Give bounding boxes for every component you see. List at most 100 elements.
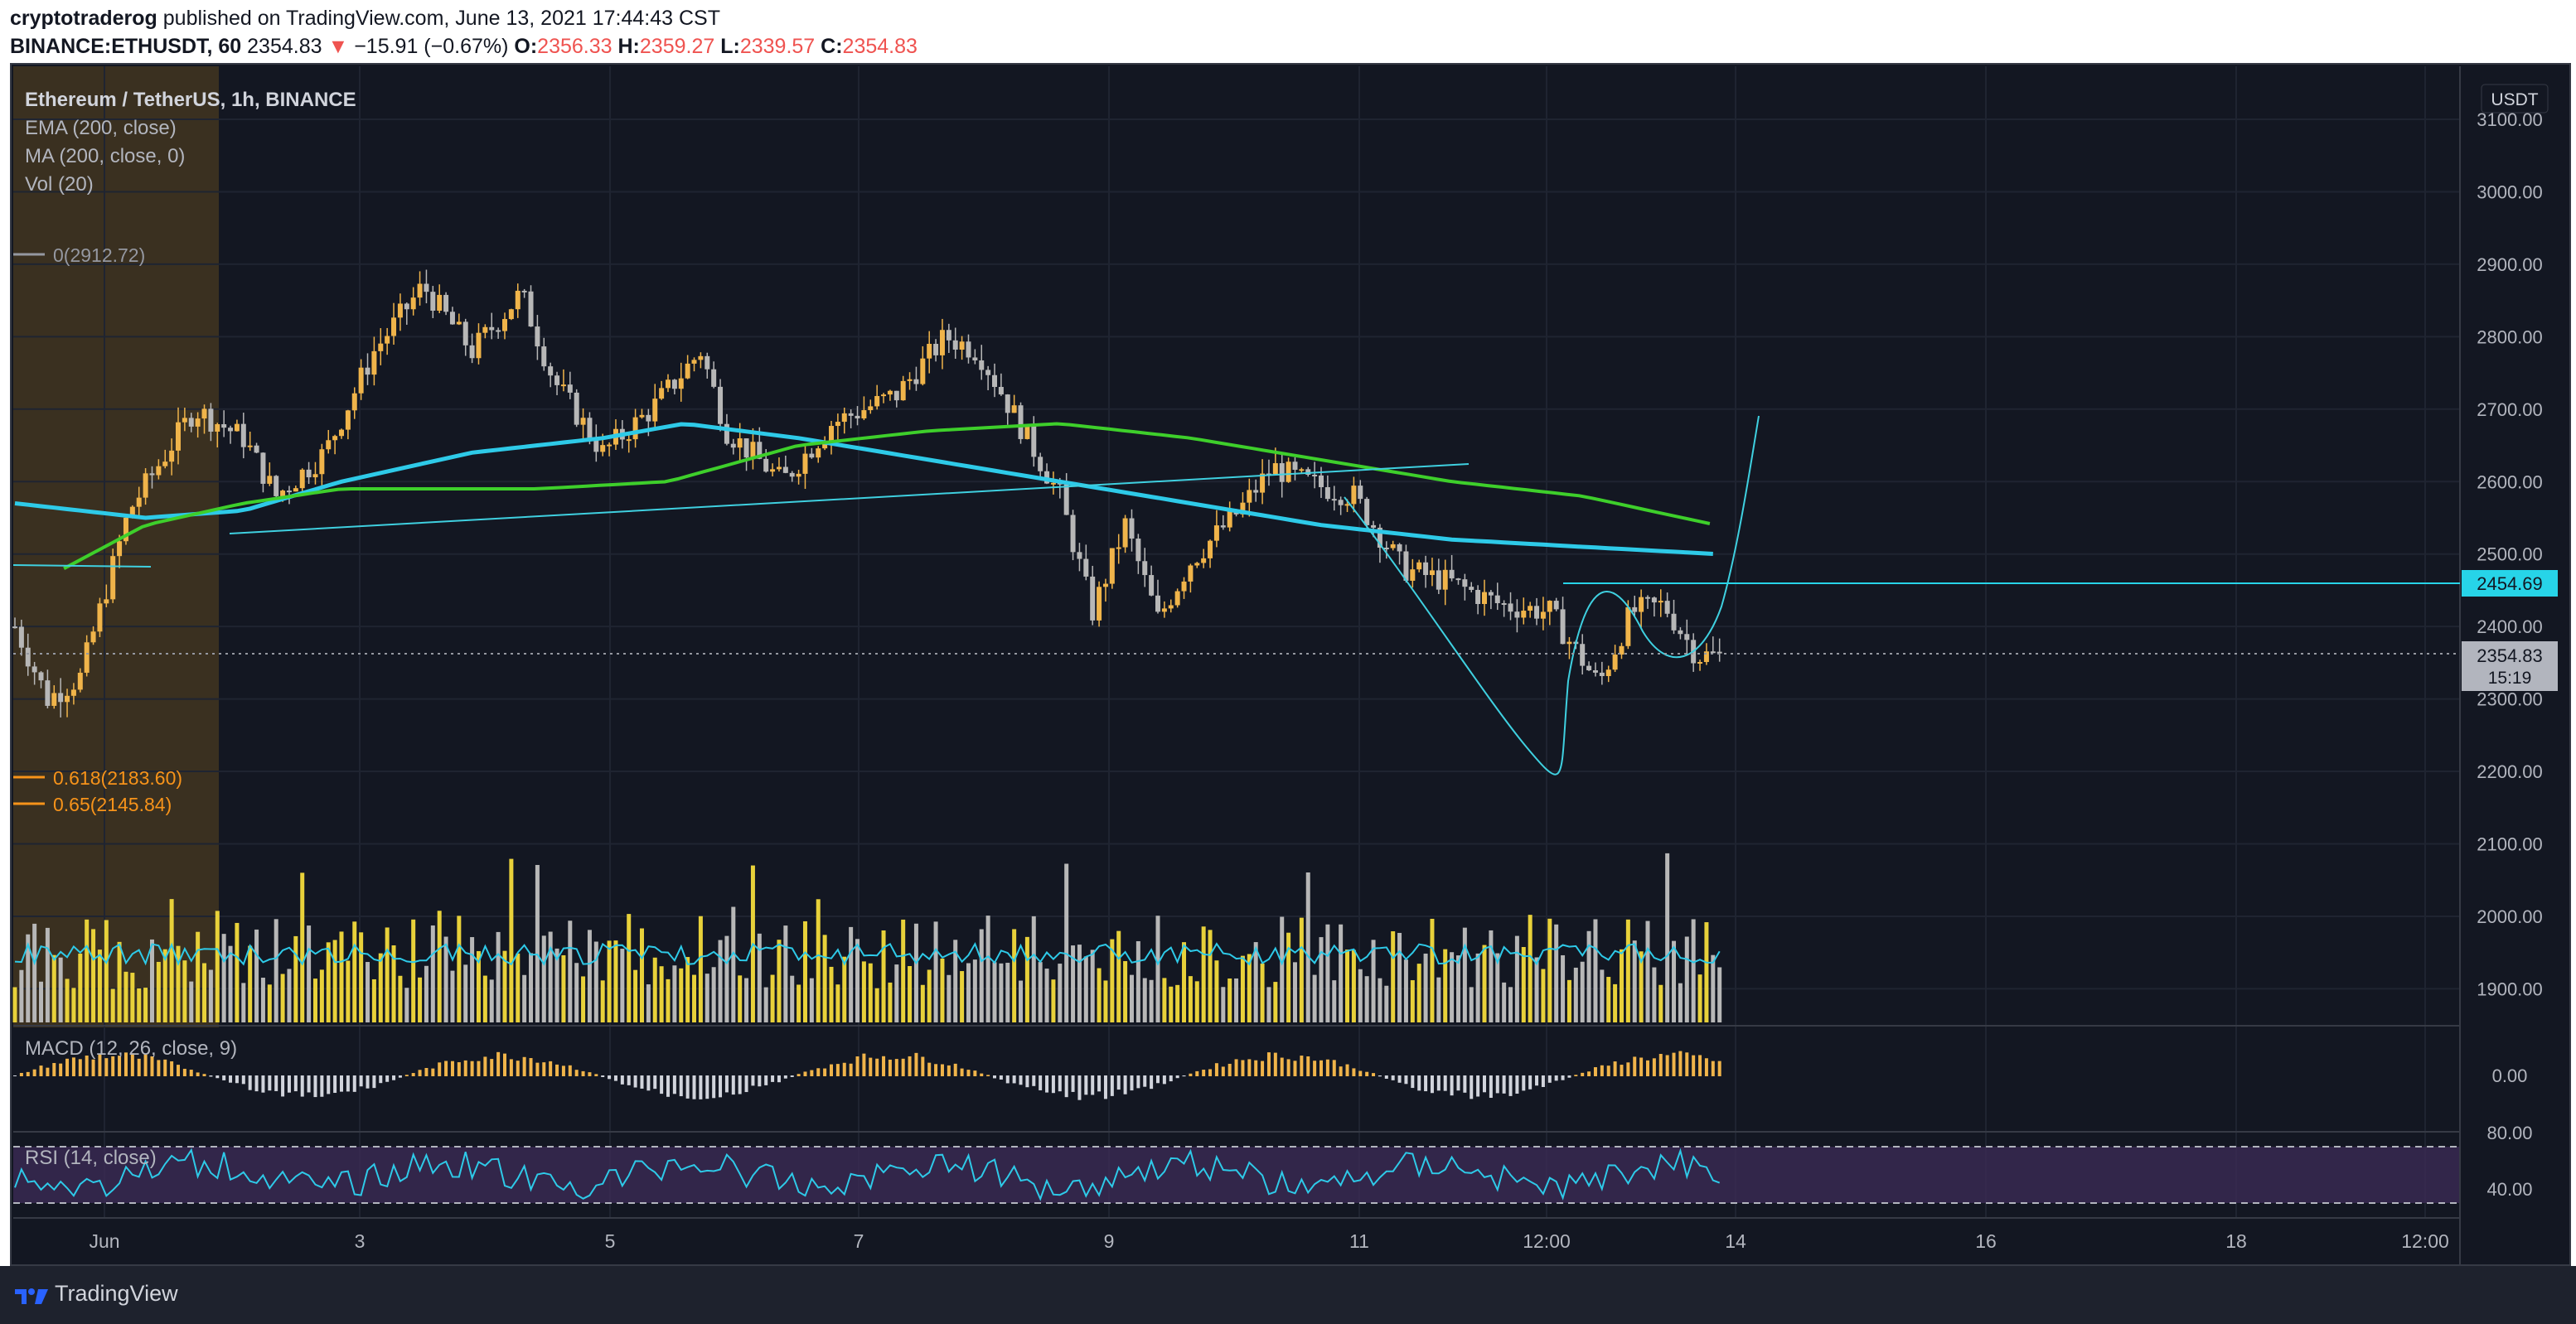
candle-body: [1018, 405, 1024, 439]
candle-body: [1469, 587, 1474, 590]
legend-ma[interactable]: MA (200, close, 0): [25, 145, 186, 167]
volume-bar: [307, 925, 312, 1022]
volume-bar: [411, 919, 416, 1022]
volume-bar: [646, 984, 651, 1022]
tradingview-logo-icon[interactable]: [13, 1283, 50, 1306]
candle-body: [1664, 601, 1670, 614]
volume-bar: [1619, 949, 1624, 1022]
macd-bar: [1515, 1075, 1519, 1094]
candle-body: [97, 603, 103, 632]
volume-bar: [1541, 969, 1546, 1022]
candle-body: [939, 330, 945, 355]
chart-area[interactable]: 0(2912.72) 0.618(2183.60) 0.65(2145.84) …: [10, 63, 2571, 1266]
legend-vol[interactable]: Vol (20): [25, 173, 94, 196]
candle-body: [796, 473, 801, 477]
macd-bar: [816, 1068, 821, 1076]
volume-bar: [202, 963, 207, 1022]
macd-bar: [810, 1070, 814, 1076]
macd-bar: [1077, 1075, 1082, 1100]
volume-bar: [1672, 940, 1677, 1022]
volume-bar: [1123, 961, 1128, 1022]
volume-bar: [672, 965, 677, 1022]
candle-body: [1449, 569, 1455, 579]
volume-bar: [822, 935, 827, 1022]
volume-bar: [757, 933, 762, 1022]
volume-bar: [1169, 986, 1174, 1022]
volume-bar: [1325, 924, 1330, 1022]
volume-bar: [1240, 955, 1245, 1022]
volume-bar: [476, 950, 481, 1022]
volume-bar: [1182, 942, 1187, 1022]
volume-bar: [535, 864, 540, 1022]
volume-bar: [718, 940, 723, 1022]
volume-bar: [1580, 961, 1585, 1022]
candle-body: [1397, 544, 1402, 552]
chart-canvas[interactable]: 0(2912.72) 0.618(2183.60) 0.65(2145.84) …: [12, 65, 2569, 1264]
brand-name[interactable]: TradingView: [55, 1281, 178, 1306]
macd-bar: [835, 1064, 840, 1076]
volume-bar: [182, 960, 187, 1022]
macd-bar: [542, 1062, 546, 1076]
candle-body: [1410, 569, 1416, 581]
volume-bar: [992, 962, 997, 1022]
author-name[interactable]: cryptotraderog: [10, 7, 157, 30]
macd-bar: [123, 1052, 128, 1076]
macd-bar: [327, 1075, 331, 1094]
legend-rsi[interactable]: RSI (14, close): [25, 1147, 157, 1169]
candle-body: [299, 469, 305, 489]
macd-bar: [830, 1064, 833, 1076]
rsi-line: [14, 1148, 1721, 1201]
candle-body: [1312, 474, 1318, 476]
macd-bar: [601, 1075, 605, 1077]
volume-bar: [130, 973, 135, 1022]
candle-body: [267, 476, 273, 484]
macd-bar: [1620, 1065, 1624, 1076]
candle-body: [156, 466, 162, 476]
candle-body: [1063, 484, 1069, 515]
macd-bar: [78, 1059, 82, 1076]
legend-macd[interactable]: MACD (12, 26, close, 9): [25, 1037, 238, 1060]
macd-bar: [202, 1074, 206, 1076]
candle-body: [201, 408, 207, 419]
volume-bar: [1593, 919, 1598, 1022]
volume-bar: [371, 979, 376, 1022]
volume-bar: [908, 966, 913, 1022]
candle-body: [1625, 606, 1631, 646]
candle-body: [18, 626, 24, 648]
macd-bar: [503, 1053, 506, 1076]
macd-bar: [274, 1075, 278, 1091]
volume-bar: [1234, 978, 1239, 1022]
macd-bar: [32, 1069, 36, 1076]
ascending-trendline[interactable]: [229, 463, 1470, 534]
macd-bar: [646, 1075, 651, 1091]
candle-body: [816, 448, 821, 458]
volume-bar: [1201, 926, 1206, 1022]
macd-bar: [849, 1063, 853, 1076]
volume-bar: [731, 906, 736, 1022]
time-tick-label: 12:00: [2401, 1230, 2449, 1252]
macd-bar: [744, 1075, 748, 1093]
macd-bar: [1508, 1075, 1513, 1096]
legend-symbol[interactable]: Ethereum / TetherUS, 1h, BINANCE: [25, 89, 356, 111]
volume-bar: [189, 981, 194, 1022]
volume-bar: [1051, 979, 1056, 1022]
currency-badge[interactable]: [2481, 84, 2549, 114]
volume-bar: [529, 953, 534, 1022]
candle-body: [1024, 425, 1030, 439]
candle-body: [691, 360, 697, 364]
candle-body: [129, 506, 135, 518]
time-axis[interactable]: Jun 3 5 7 9 11 12:00 14 16 18 12:00: [89, 1230, 2448, 1252]
macd-bar: [934, 1064, 938, 1076]
macd-bar: [398, 1075, 402, 1078]
short-trendline[interactable]: [12, 564, 152, 568]
time-tick-label: 14: [1725, 1230, 1746, 1252]
legend-ema[interactable]: EMA (200, close): [25, 117, 177, 139]
macd-bar: [1652, 1058, 1656, 1076]
macd-bar: [98, 1054, 102, 1076]
macd-bar: [1606, 1065, 1610, 1076]
cup-handle-curve[interactable]: [1344, 415, 1760, 776]
macd-bar: [719, 1075, 723, 1098]
candle-body: [1658, 601, 1663, 603]
price-axis[interactable]: 3100.003000.002900.002800.002700.002600.…: [2477, 109, 2543, 999]
volume-bar: [1391, 931, 1396, 1022]
